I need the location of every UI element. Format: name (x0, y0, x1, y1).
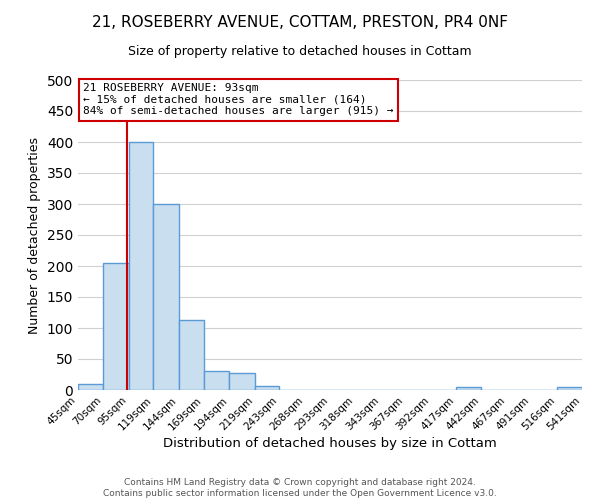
Bar (103, 263, 129, 390)
Y-axis label: Number of detached properties: Number of detached properties (28, 136, 41, 334)
Bar (204, 372, 229, 390)
Bar (557, 387, 582, 390)
Bar (229, 374, 255, 390)
X-axis label: Distribution of detached houses by size in Cottam: Distribution of detached houses by size … (163, 438, 497, 450)
Text: Size of property relative to detached houses in Cottam: Size of property relative to detached ho… (128, 45, 472, 58)
Bar (78, 384, 103, 390)
Bar (153, 204, 179, 390)
Text: Contains HM Land Registry data © Crown copyright and database right 2024.
Contai: Contains HM Land Registry data © Crown c… (103, 478, 497, 498)
Bar (179, 320, 204, 390)
Bar (129, 142, 153, 390)
Text: 21, ROSEBERRY AVENUE, COTTAM, PRESTON, PR4 0NF: 21, ROSEBERRY AVENUE, COTTAM, PRESTON, P… (92, 15, 508, 30)
Bar (456, 387, 481, 390)
Bar (255, 386, 279, 390)
Text: 21 ROSEBERRY AVENUE: 93sqm
← 15% of detached houses are smaller (164)
84% of sem: 21 ROSEBERRY AVENUE: 93sqm ← 15% of deta… (83, 83, 394, 116)
